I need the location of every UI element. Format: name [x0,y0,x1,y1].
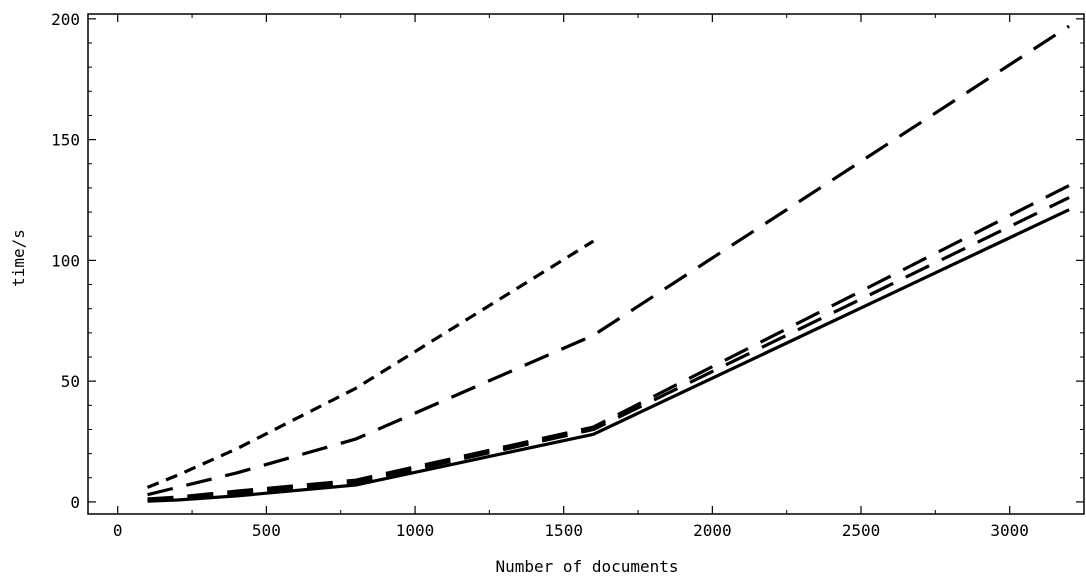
y-tick-label: 200 [51,10,80,29]
x-tick-label: 2500 [842,521,881,540]
axes-layer: 0 500 1000 1500 2000 2500 3000 0 50 100 150 200 [51,10,1085,540]
x-axis-title: Number of documents [495,557,678,576]
x-tick-label: 1000 [396,521,435,540]
x-tick-label: 500 [252,521,281,540]
x-tick-label: 1500 [544,521,583,540]
series-line-2 [147,196,1070,502]
series-line-5 [146,239,595,489]
y-axis-title: time/s [9,229,28,287]
x-tick-label: 0 [113,521,123,540]
series-line-1 [147,208,1070,503]
x-tick-label: 3000 [990,521,1029,540]
y-tick-label: 100 [51,251,80,270]
x-tick-label: 2000 [693,521,732,540]
series-line-4 [147,24,1070,497]
plot-frame [87,13,1085,515]
series-layer [146,24,1070,503]
series-line-3 [147,184,1070,501]
y-tick-label: 50 [61,372,80,391]
y-tick-label: 0 [70,493,80,512]
y-tick-label: 150 [51,131,80,150]
